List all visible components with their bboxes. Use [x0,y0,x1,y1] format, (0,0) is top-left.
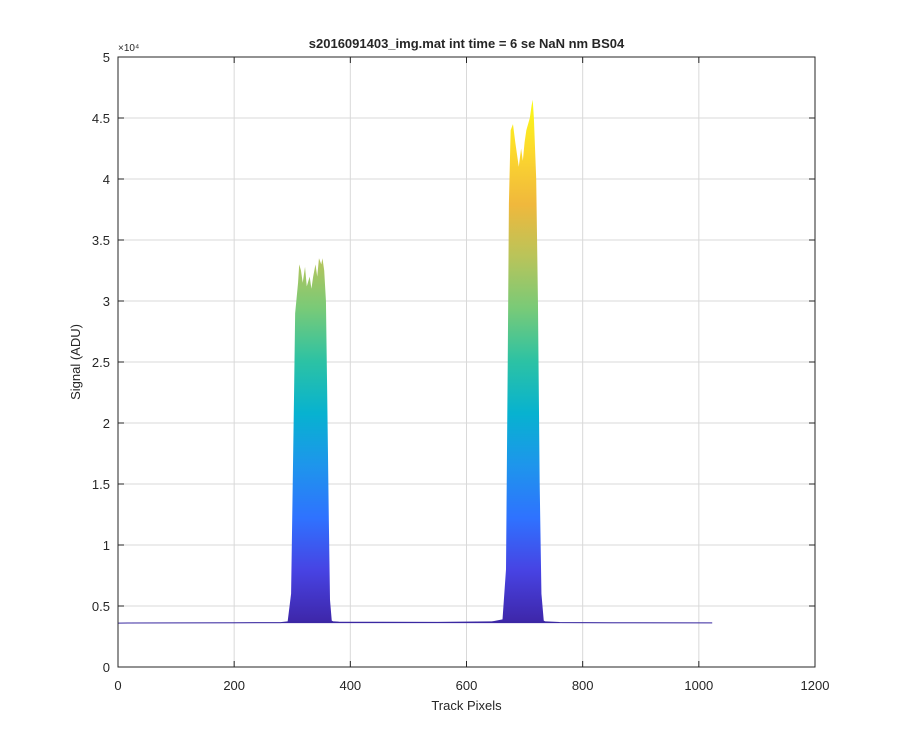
y-tick-label: 4.5 [92,111,110,126]
x-axis-label: Track Pixels [431,698,502,713]
y-tick-label: 1 [103,538,110,553]
x-tick-labels: 0 200 400 600 800 1000 1200 [114,678,829,693]
y-tick-label: 1.5 [92,477,110,492]
y-tick-label: 0 [103,660,110,675]
y-tick-label: 4 [103,172,110,187]
x-tick-label: 800 [572,678,594,693]
chart-title: s2016091403_img.mat int time = 6 se NaN … [309,36,625,51]
data-layer [117,99,713,624]
tick-marks [117,56,816,668]
y-axis-label: Signal (ADU) [68,324,83,400]
x-tick-label: 600 [456,678,478,693]
y-tick-labels: 0 0.5 1 1.5 2 2.5 3 3.5 4 4.5 5 [92,50,110,675]
baseline-line [117,621,713,624]
y-tick-label: 2.5 [92,355,110,370]
y-exponent-label: ×10⁴ [118,43,139,54]
x-tick-label: 1200 [801,678,830,693]
y-tick-label: 5 [103,50,110,65]
y-tick-label: 2 [103,416,110,431]
y-tick-label: 3.5 [92,233,110,248]
y-tick-label: 0.5 [92,599,110,614]
x-tick-label: 0 [114,678,121,693]
x-tick-label: 1000 [684,678,713,693]
y-tick-label: 3 [103,294,110,309]
x-tick-label: 200 [223,678,245,693]
gridlines [118,57,815,667]
x-tick-label: 400 [339,678,361,693]
